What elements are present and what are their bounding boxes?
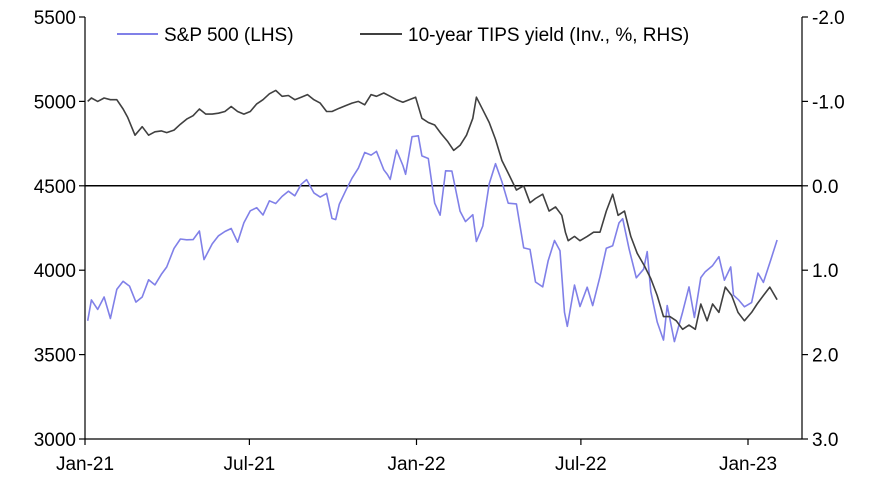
x-tick-label: Jan-22 — [387, 454, 445, 475]
y-left-tick-label: 4000 — [34, 261, 76, 282]
y-right-tick-label: 0.0 — [812, 177, 838, 198]
y-right-tick-label: 3.0 — [812, 430, 838, 451]
y-right-tick-label: -1.0 — [812, 92, 845, 113]
chart-series — [86, 89, 778, 343]
x-tick-label: Jan-21 — [56, 454, 114, 475]
series-line-sp500 — [86, 135, 778, 343]
y-left-tick-label: 3500 — [34, 346, 76, 367]
y-left-tick-label: 3000 — [34, 430, 76, 451]
legend-label: 10-year TIPS yield (Inv., %, RHS) — [408, 25, 689, 46]
legend-label: S&P 500 (LHS) — [164, 25, 294, 46]
series-line-tips-yield — [87, 89, 778, 331]
x-tick-label: Jul-21 — [224, 454, 276, 475]
x-tick-label: Jan-23 — [719, 454, 777, 475]
y-left-tick-label: 5500 — [34, 8, 76, 29]
y-left-tick-label: 5000 — [34, 92, 76, 113]
y-right-tick-label: 1.0 — [812, 261, 838, 282]
x-tick-label: Jul-22 — [555, 454, 607, 475]
y-right-tick-label: -2.0 — [812, 8, 845, 29]
chart-legend: S&P 500 (LHS) 10-year TIPS yield (Inv., %… — [117, 25, 689, 46]
y-right-tick-label: 2.0 — [812, 346, 838, 367]
y-left-tick-label: 4500 — [34, 177, 76, 198]
chart-tick-labels: 3000 3500 4000 4500 5000 5500 3.0 2.0 1.0 0.0 -1.0… — [34, 8, 845, 475]
chart-axes — [79, 16, 808, 445]
